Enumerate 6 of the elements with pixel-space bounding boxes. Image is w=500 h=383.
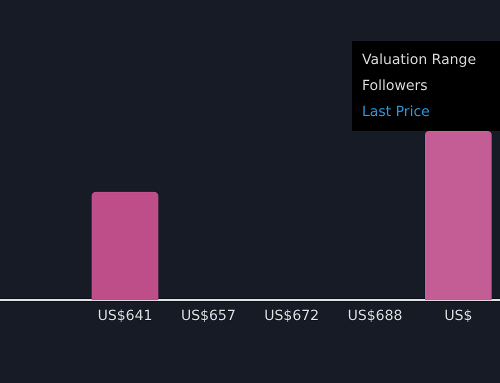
x-tick-label: US$641 xyxy=(98,308,152,324)
x-tick-label: US$ xyxy=(444,308,472,324)
x-tick-label: US$672 xyxy=(264,308,320,324)
x-tick-label: US$657 xyxy=(180,308,236,324)
tooltip-box: Valuation Range Followers Last Price xyxy=(352,41,500,131)
x-tick-label: US$688 xyxy=(348,308,402,324)
